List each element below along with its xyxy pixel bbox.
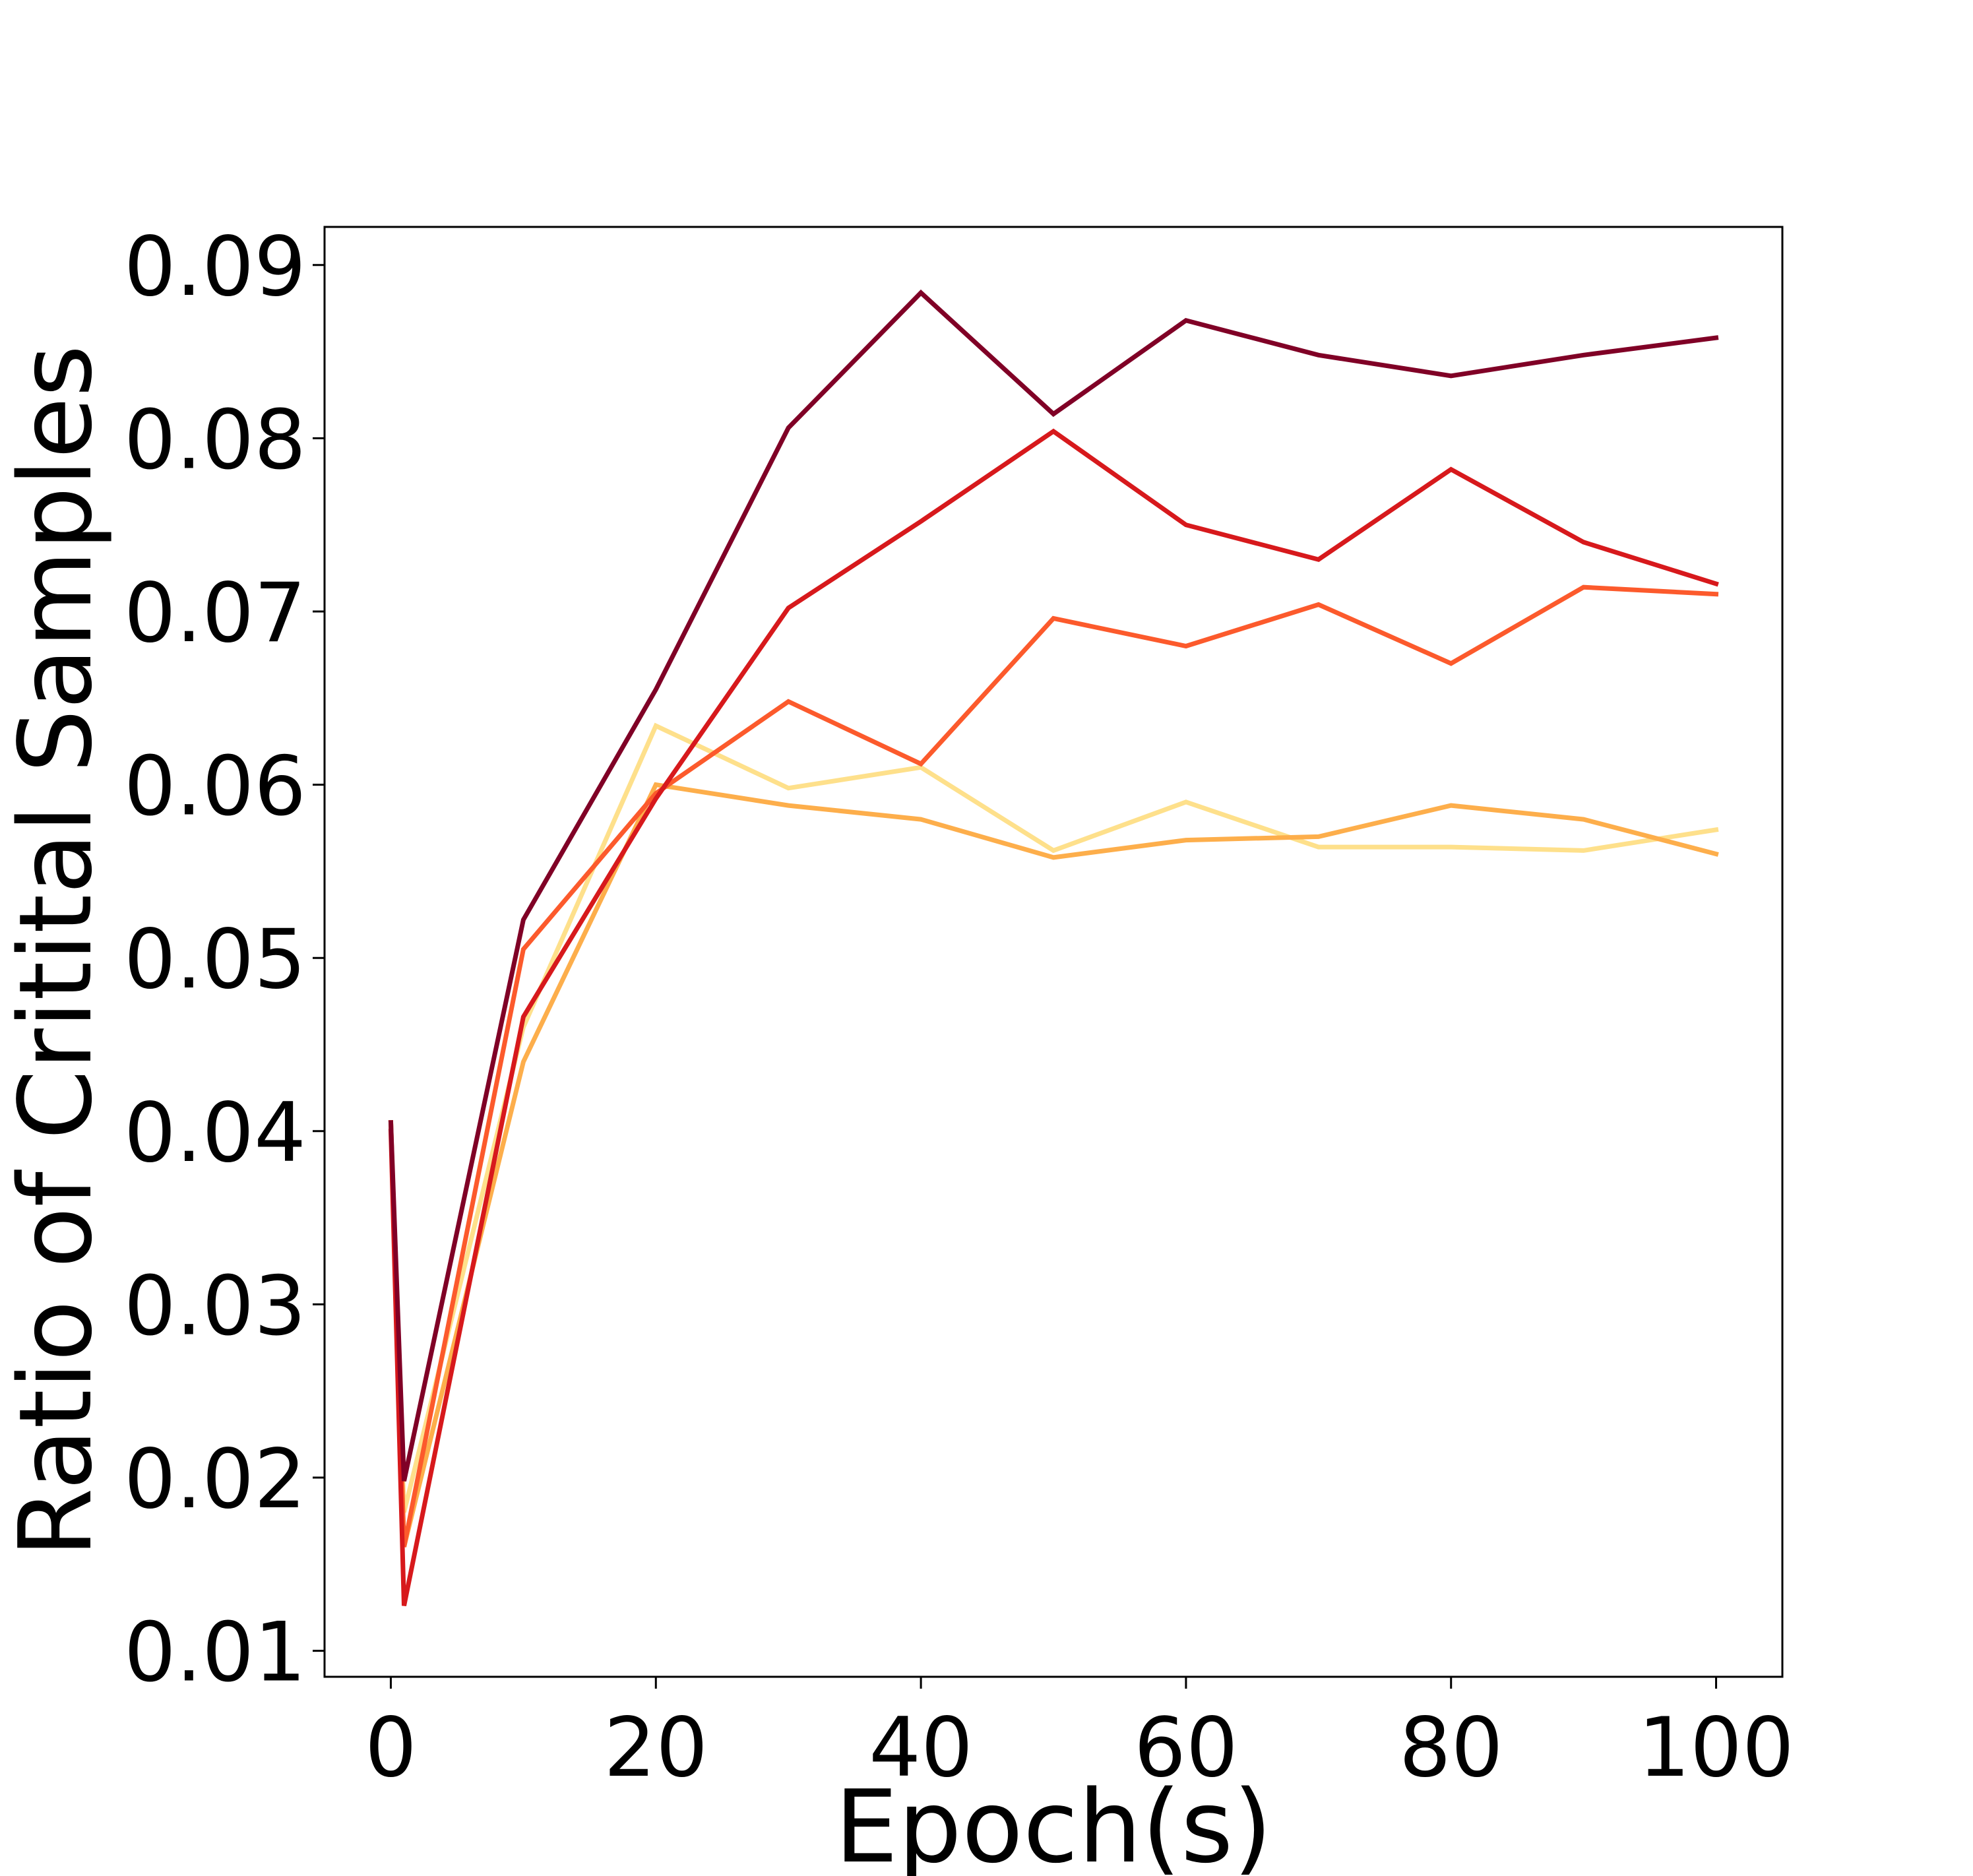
plot-frame [323, 226, 1784, 1678]
x-tick-label: 100 [1638, 1701, 1794, 1796]
x-tick-label: 60 [1134, 1701, 1238, 1796]
x-tick-label: 20 [604, 1701, 708, 1796]
x-axis-ticks: 0 20 40 60 80 100 [365, 1677, 1794, 1796]
series-line-4 [388, 428, 1719, 1606]
y-tick-label: 0.02 [124, 1432, 306, 1527]
series-line-5 [388, 289, 1719, 1482]
y-axis-title: Ratio of Critital Samples [0, 345, 114, 1557]
y-tick-label: 0.03 [124, 1259, 306, 1354]
y-tick-label: 0.07 [124, 566, 306, 661]
y-tick-label: 0.09 [124, 220, 306, 315]
series-line-2 [388, 782, 1719, 1548]
y-tick-label: 0.01 [124, 1606, 306, 1701]
y-tick-label: 0.06 [124, 739, 306, 834]
x-tick-label: 0 [365, 1701, 417, 1796]
x-tick-label: 80 [1399, 1701, 1503, 1796]
series-line-3 [388, 584, 1719, 1548]
y-tick-label: 0.04 [124, 1086, 306, 1181]
y-axis-ticks: 0.01 0.02 0.03 0.04 0.05 0.06 0.07 0.08 0.09 [124, 220, 325, 1701]
y-tick-label: 0.08 [124, 392, 306, 487]
y-tick-label: 0.05 [124, 912, 306, 1007]
series-layer [388, 289, 1719, 1606]
x-tick-label: 40 [869, 1701, 973, 1796]
x-axis-title: Epoch(s) [834, 1768, 1272, 1876]
